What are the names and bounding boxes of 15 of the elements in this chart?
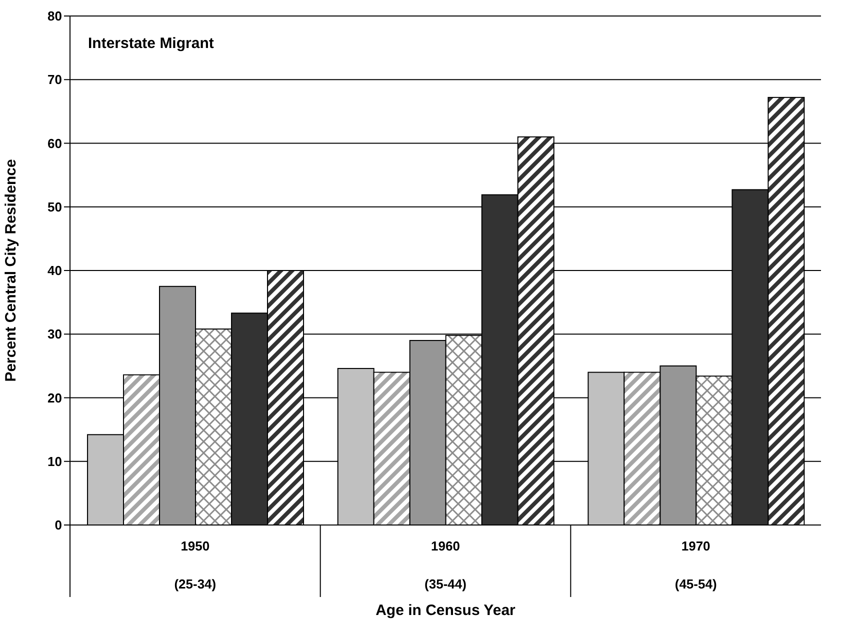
category-label: 1950 (25-34): [174, 538, 216, 592]
y-axis-title: Percent Central City Residence: [2, 159, 20, 382]
y-tick-label: 60: [48, 136, 62, 151]
y-tick-label: 80: [48, 8, 62, 24]
y-tick-label: 40: [48, 263, 62, 278]
y-tick-label: 20: [48, 390, 62, 406]
x-axis-title: Age in Census Year: [376, 602, 516, 619]
category-label: 1960 (35-44): [424, 538, 466, 592]
y-tick-label: 10: [48, 454, 62, 469]
y-tick-label: 30: [48, 326, 62, 342]
y-tick-label: 70: [48, 72, 62, 88]
y-tick-label: 0: [54, 518, 62, 533]
category-label: 1970 (45-54): [674, 538, 717, 592]
y-tick-label: 50: [48, 199, 62, 214]
annotation: Interstate Migrant: [88, 35, 214, 52]
